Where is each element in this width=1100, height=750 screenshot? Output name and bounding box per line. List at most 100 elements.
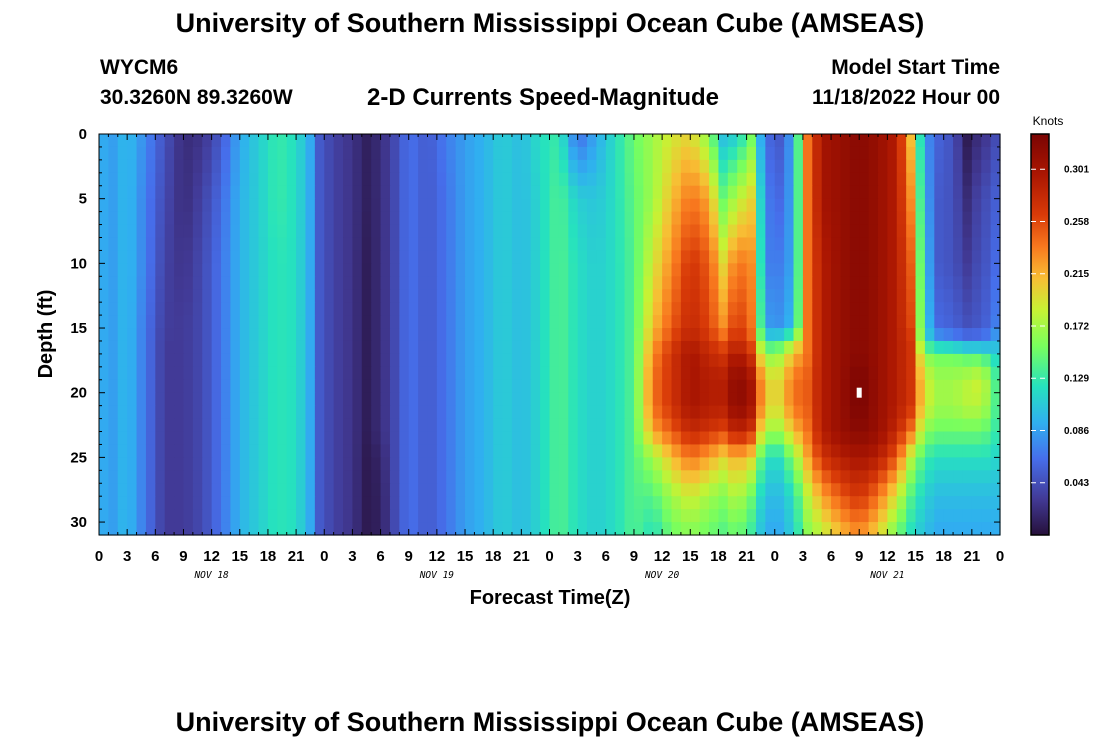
heatmap-cell bbox=[230, 289, 241, 303]
heatmap-cell bbox=[192, 328, 203, 342]
heatmap-cell bbox=[455, 250, 466, 264]
heatmap-cell bbox=[652, 250, 663, 264]
heatmap-cell bbox=[117, 250, 128, 264]
heatmap-cell bbox=[117, 146, 128, 161]
heatmap-cell bbox=[596, 224, 607, 239]
heatmap-cell bbox=[540, 185, 551, 200]
heatmap-cell bbox=[662, 328, 673, 342]
heatmap-cell bbox=[821, 328, 832, 342]
heatmap-cell bbox=[662, 392, 673, 407]
heatmap-cell bbox=[746, 509, 757, 523]
heatmap-cell bbox=[906, 250, 917, 264]
heatmap-cell bbox=[633, 392, 644, 407]
heatmap-cell bbox=[164, 211, 175, 226]
heatmap-cell bbox=[877, 146, 888, 161]
heatmap-cell bbox=[352, 237, 363, 252]
heatmap-cell bbox=[267, 340, 278, 355]
heatmap-cell bbox=[877, 353, 888, 368]
heatmap-cell bbox=[746, 353, 757, 368]
heatmap-cell bbox=[652, 198, 663, 213]
heatmap-cell bbox=[502, 185, 513, 200]
heatmap-cell bbox=[502, 392, 513, 407]
heatmap-cell bbox=[249, 276, 260, 290]
heatmap-cell bbox=[164, 289, 175, 303]
heatmap-cell bbox=[840, 353, 851, 368]
heatmap-cell bbox=[465, 431, 476, 446]
heatmap-cell bbox=[746, 496, 757, 510]
heatmap-cell bbox=[981, 418, 992, 433]
heatmap-cell bbox=[915, 418, 926, 433]
heatmap-cell bbox=[296, 250, 307, 264]
heatmap-cell bbox=[174, 315, 185, 329]
heatmap-cell bbox=[155, 159, 166, 174]
heatmap-cell bbox=[371, 522, 382, 536]
heatmap-cell bbox=[239, 224, 250, 239]
heatmap-cell bbox=[737, 134, 748, 148]
heatmap-cell bbox=[446, 159, 457, 174]
heatmap-cell bbox=[765, 237, 776, 252]
heatmap-cell bbox=[934, 185, 945, 200]
heatmap-cell bbox=[633, 276, 644, 290]
heatmap-cell bbox=[924, 340, 935, 355]
heatmap-cell bbox=[239, 263, 250, 277]
heatmap-cell bbox=[774, 483, 785, 497]
heatmap-cell bbox=[474, 276, 485, 290]
heatmap-cell bbox=[812, 509, 823, 523]
heatmap-cell bbox=[849, 444, 860, 458]
heatmap-cell bbox=[587, 457, 598, 471]
heatmap-cell bbox=[981, 237, 992, 252]
heatmap-cell bbox=[493, 392, 504, 407]
heatmap-cell bbox=[127, 172, 138, 187]
heatmap-cell bbox=[690, 159, 701, 174]
heatmap-cell bbox=[108, 250, 119, 264]
heatmap-cell bbox=[727, 146, 738, 161]
heatmap-cell bbox=[746, 250, 757, 264]
heatmap-cell bbox=[633, 289, 644, 303]
heatmap-cell bbox=[202, 302, 213, 316]
heatmap-cell bbox=[755, 379, 766, 394]
heatmap-cell bbox=[521, 483, 532, 497]
heatmap-cell bbox=[812, 379, 823, 394]
heatmap-cell bbox=[981, 211, 992, 226]
heatmap-cell bbox=[587, 366, 598, 381]
heatmap-cell bbox=[549, 522, 560, 536]
heatmap bbox=[99, 134, 1001, 536]
heatmap-cell bbox=[380, 315, 391, 329]
heatmap-cell bbox=[699, 366, 710, 381]
heatmap-cell bbox=[145, 353, 156, 368]
heatmap-cell bbox=[699, 172, 710, 187]
heatmap-cell bbox=[587, 146, 598, 161]
heatmap-cell bbox=[380, 159, 391, 174]
heatmap-cell bbox=[558, 418, 569, 433]
heatmap-cell bbox=[765, 224, 776, 239]
heatmap-cell bbox=[361, 470, 372, 484]
heatmap-cell bbox=[774, 392, 785, 407]
heatmap-cell bbox=[662, 470, 673, 484]
heatmap-cell bbox=[587, 431, 598, 446]
heatmap-cell bbox=[971, 250, 982, 264]
heatmap-cell bbox=[380, 470, 391, 484]
heatmap-cell bbox=[981, 328, 992, 342]
heatmap-cell bbox=[446, 496, 457, 510]
heatmap-cell bbox=[906, 496, 917, 510]
heatmap-cell bbox=[493, 263, 504, 277]
heatmap-cell bbox=[427, 496, 438, 510]
heatmap-cell bbox=[258, 224, 269, 239]
heatmap-cell bbox=[709, 366, 720, 381]
heatmap-cell bbox=[727, 263, 738, 277]
heatmap-cell bbox=[277, 522, 288, 536]
heatmap-cell bbox=[915, 483, 926, 497]
heatmap-cell bbox=[145, 470, 156, 484]
heatmap-cell bbox=[802, 509, 813, 523]
heatmap-cell bbox=[943, 159, 954, 174]
heatmap-cell bbox=[211, 250, 222, 264]
heatmap-cell bbox=[971, 379, 982, 394]
heatmap-cell bbox=[352, 328, 363, 342]
plot-title: 2-D Currents Speed-Magnitude bbox=[367, 84, 720, 111]
heatmap-cell bbox=[990, 328, 1001, 342]
heatmap-cell bbox=[465, 263, 476, 277]
heatmap-cell bbox=[174, 366, 185, 381]
heatmap-cell bbox=[605, 522, 616, 536]
heatmap-cell bbox=[267, 418, 278, 433]
heatmap-cell bbox=[164, 198, 175, 213]
